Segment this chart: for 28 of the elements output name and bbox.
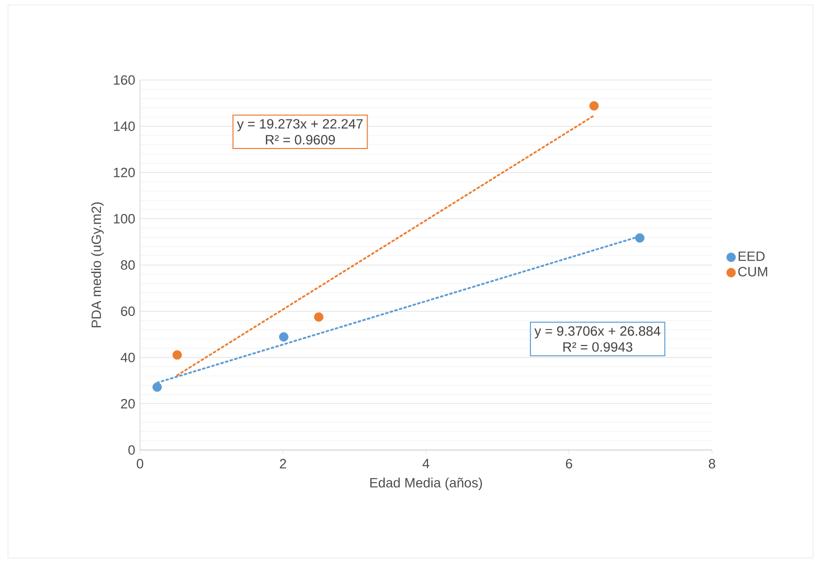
point xyxy=(172,350,182,360)
point xyxy=(635,233,644,243)
y-tick-label: 40 xyxy=(120,352,135,362)
point xyxy=(589,101,599,111)
point xyxy=(279,332,288,342)
y-tick-label: 100 xyxy=(114,214,135,224)
y-tick-label: 80 xyxy=(120,260,135,270)
annotation: y = 9.3706x + 26.884 xyxy=(534,326,660,338)
annotation: y = 19.273x + 22.247 xyxy=(237,119,363,132)
y-tick-label: 0 xyxy=(128,445,135,455)
y-axis-title: PDA medio (uGy.m2) xyxy=(91,202,104,328)
point xyxy=(152,382,162,392)
x-tick-label: 2 xyxy=(280,458,286,468)
y-tick-label: 60 xyxy=(121,306,135,316)
legend-label: EED xyxy=(738,252,765,261)
x-tick-label: 0 xyxy=(136,458,144,468)
annotation: R² = 0.9943 xyxy=(563,342,632,352)
point xyxy=(314,312,324,322)
x-tick-label: 8 xyxy=(708,458,716,468)
x-axis-title: Edad Media (años) xyxy=(370,478,482,490)
annotation: R² = 0.9609 xyxy=(266,135,335,145)
y-tick-label: 160 xyxy=(114,75,135,85)
x-tick-label: 6 xyxy=(566,458,572,468)
x-tick-label: 4 xyxy=(422,458,430,468)
y-tick-label: 20 xyxy=(121,398,135,409)
y-tick-label: 120 xyxy=(114,168,135,178)
y-tick-label: 140 xyxy=(114,121,135,131)
legend-label: CUM xyxy=(738,266,768,276)
